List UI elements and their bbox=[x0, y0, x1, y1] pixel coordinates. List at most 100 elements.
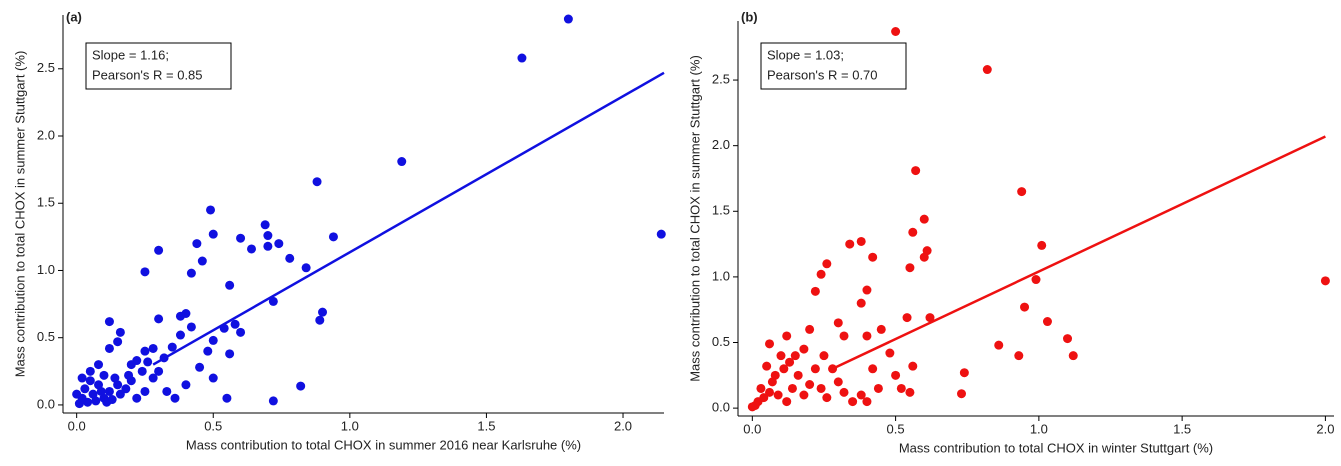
point bbox=[776, 351, 786, 361]
point bbox=[819, 351, 829, 361]
point bbox=[296, 381, 306, 391]
point bbox=[1014, 351, 1024, 361]
point bbox=[181, 380, 191, 390]
annotation-box bbox=[760, 42, 907, 90]
point bbox=[856, 298, 866, 308]
point bbox=[779, 364, 789, 374]
y-tick-label: 1.0 bbox=[37, 262, 55, 277]
y-tick-label: 0.5 bbox=[37, 329, 55, 344]
panel-label: (b) bbox=[741, 9, 758, 24]
point bbox=[104, 317, 114, 327]
point bbox=[876, 324, 886, 334]
x-tick-label: 0.5 bbox=[887, 421, 905, 436]
point bbox=[833, 377, 843, 387]
point bbox=[113, 380, 123, 390]
point bbox=[793, 370, 803, 380]
point bbox=[192, 239, 202, 249]
point bbox=[140, 267, 150, 277]
point bbox=[104, 343, 114, 353]
point bbox=[77, 373, 87, 383]
x-tick-label: 1.5 bbox=[1173, 421, 1191, 436]
x-tick-label: 2.0 bbox=[1316, 421, 1334, 436]
point bbox=[126, 360, 136, 370]
point bbox=[225, 280, 235, 290]
point bbox=[902, 313, 912, 323]
point bbox=[787, 383, 797, 393]
x-tick-label: 1.5 bbox=[477, 418, 495, 433]
y-tick-label: 2.0 bbox=[712, 137, 730, 152]
y-tick-label: 2.0 bbox=[37, 127, 55, 142]
point bbox=[957, 389, 966, 399]
point bbox=[762, 361, 772, 371]
point bbox=[80, 384, 90, 394]
point bbox=[810, 364, 820, 374]
point bbox=[767, 377, 777, 387]
point bbox=[885, 348, 895, 358]
point bbox=[315, 315, 325, 325]
y-tick-label: 0.0 bbox=[712, 400, 730, 415]
point bbox=[208, 229, 218, 239]
point bbox=[208, 373, 218, 383]
point bbox=[773, 390, 783, 400]
point bbox=[318, 307, 328, 317]
point bbox=[94, 360, 104, 370]
point bbox=[132, 393, 142, 403]
point bbox=[868, 252, 878, 262]
point bbox=[167, 342, 177, 352]
y-tick-label: 0.0 bbox=[37, 396, 55, 411]
x-tick-label: 2.0 bbox=[614, 418, 632, 433]
panel-label: (a) bbox=[66, 9, 82, 24]
x-axis-label: Mass contribution to total CHOX in winte… bbox=[899, 440, 1213, 455]
point bbox=[1320, 276, 1330, 286]
point bbox=[274, 239, 284, 249]
point bbox=[1031, 275, 1041, 285]
point bbox=[104, 386, 114, 396]
point bbox=[154, 366, 164, 376]
point bbox=[905, 387, 915, 397]
point bbox=[873, 383, 883, 393]
y-tick-label: 1.5 bbox=[712, 203, 730, 218]
point bbox=[121, 384, 131, 394]
point bbox=[91, 396, 101, 406]
point bbox=[919, 252, 929, 262]
point bbox=[137, 366, 147, 376]
point bbox=[822, 393, 832, 403]
point bbox=[759, 393, 769, 403]
point bbox=[143, 357, 153, 367]
point bbox=[222, 393, 232, 403]
point bbox=[911, 166, 921, 176]
point bbox=[230, 319, 240, 329]
point bbox=[856, 390, 866, 400]
point bbox=[1063, 334, 1073, 344]
point bbox=[312, 177, 322, 187]
point bbox=[170, 393, 180, 403]
point bbox=[328, 232, 338, 242]
point bbox=[186, 322, 196, 332]
annotation-box bbox=[85, 42, 232, 90]
point bbox=[96, 386, 106, 396]
point bbox=[994, 340, 1004, 350]
y-tick-label: 0.5 bbox=[712, 334, 730, 349]
point bbox=[154, 245, 164, 255]
point bbox=[107, 395, 117, 405]
point bbox=[268, 296, 278, 306]
point bbox=[925, 313, 935, 323]
annotation: Pearson's R = 0.85 bbox=[92, 67, 203, 82]
point bbox=[186, 268, 196, 278]
point bbox=[195, 362, 205, 372]
fit-line bbox=[152, 71, 665, 366]
point bbox=[805, 324, 815, 334]
point bbox=[140, 346, 150, 356]
point bbox=[756, 383, 766, 393]
fit-line bbox=[832, 135, 1326, 370]
point bbox=[1017, 187, 1027, 197]
point bbox=[822, 259, 832, 269]
x-tick-label: 1.0 bbox=[341, 418, 359, 433]
point bbox=[833, 318, 843, 328]
point bbox=[959, 368, 969, 378]
point bbox=[162, 386, 172, 396]
point bbox=[113, 337, 123, 347]
annotation: Slope = 1.03; bbox=[767, 47, 844, 62]
point bbox=[848, 397, 858, 407]
